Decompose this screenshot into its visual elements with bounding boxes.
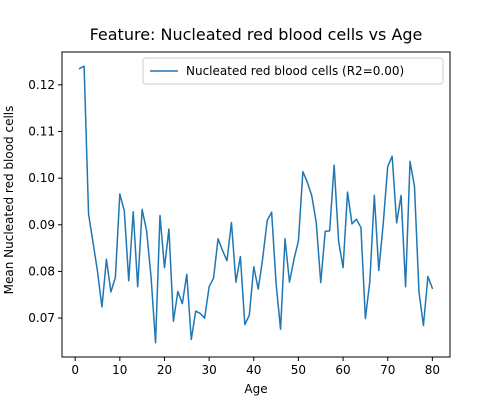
x-tick-label: 0 — [71, 363, 79, 377]
x-tick-label: 40 — [246, 363, 261, 377]
y-axis: 0.07 0.08 0.09 0.10 0.11 0.12 — [28, 78, 62, 325]
chart-title: Feature: Nucleated red blood cells vs Ag… — [90, 25, 423, 44]
y-tick-label: 0.09 — [28, 218, 55, 232]
series-line-0 — [78, 65, 434, 344]
x-tick-label: 80 — [425, 363, 440, 377]
plot-area — [61, 51, 451, 358]
y-axis-label: Mean Nucleated red blood cells — [2, 106, 16, 295]
y-tick-label: 0.11 — [28, 125, 55, 139]
x-axis-label: Age — [244, 382, 267, 396]
x-tick-label: 60 — [335, 363, 350, 377]
legend: Nucleated red blood cells (R2=0.00) — [142, 57, 444, 85]
y-tick-label: 0.10 — [28, 171, 55, 185]
y-tick-label: 0.08 — [28, 264, 55, 278]
x-tick-label: 50 — [291, 363, 306, 377]
y-tick-label: 0.07 — [28, 311, 55, 325]
series-layer — [78, 65, 434, 344]
x-axis: 0 10 20 30 40 50 60 70 80 — [71, 357, 440, 377]
x-tick-label: 30 — [201, 363, 216, 377]
x-tick-label: 10 — [112, 363, 127, 377]
legend-entry-label: Nucleated red blood cells (R2=0.00) — [186, 64, 404, 78]
plot-frame — [61, 51, 451, 358]
legend-box — [142, 57, 444, 85]
y-tick-label: 0.12 — [28, 78, 55, 92]
x-tick-label: 20 — [157, 363, 172, 377]
x-tick-label: 70 — [380, 363, 395, 377]
